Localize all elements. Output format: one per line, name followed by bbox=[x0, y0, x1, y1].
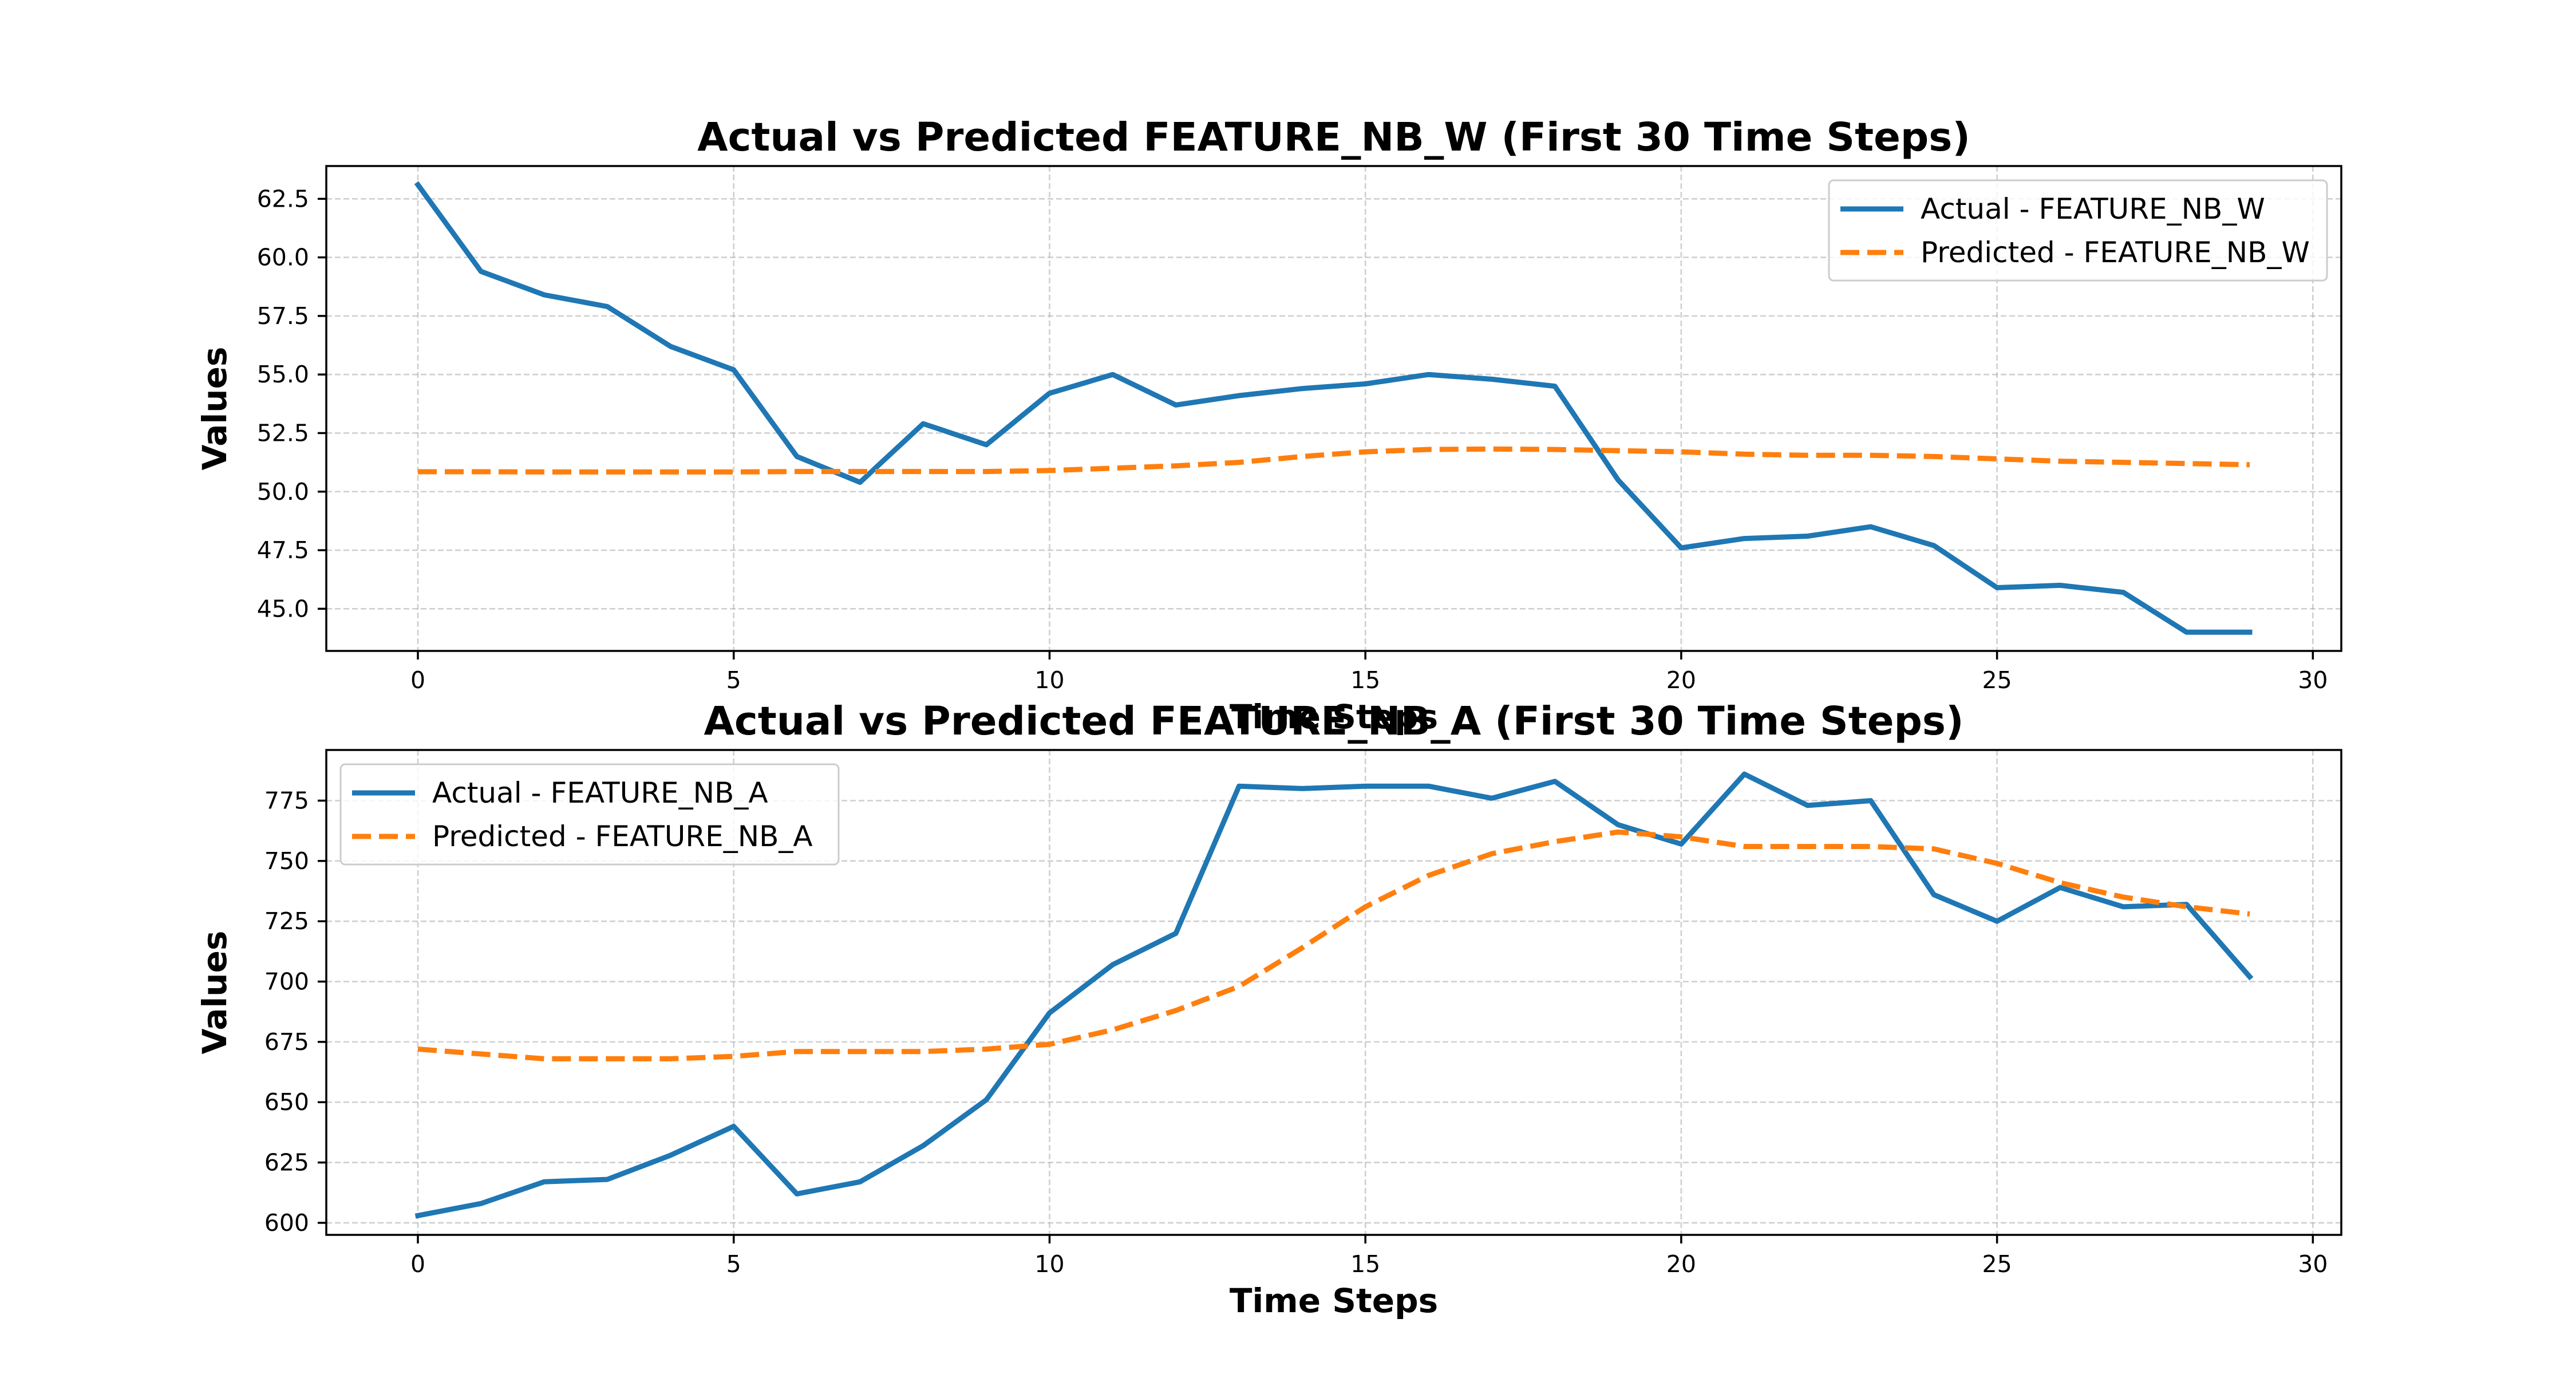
chart0-ytick-label-6: 60.0 bbox=[257, 244, 309, 271]
chart0-xtick-label-2: 10 bbox=[1034, 666, 1064, 694]
chart0-ytick-label-5: 57.5 bbox=[257, 302, 309, 330]
chart1: 0 5 10 15 20 25 30 600 625 650 675 700 725 750 775 Actu… bbox=[195, 698, 2342, 1320]
chart1-series-0-line bbox=[414, 771, 2254, 1219]
chart0-xtick-label-5: 25 bbox=[1982, 666, 2012, 694]
chart0-series-1-line bbox=[418, 446, 2250, 475]
chart0-legend-frame bbox=[1828, 179, 2328, 282]
chart0-ytick-label-0: 45.0 bbox=[257, 595, 309, 622]
chart1-xtick-label-4: 20 bbox=[1666, 1250, 1696, 1278]
chart1-title: Actual vs Predicted FEATURE_NB_A (First … bbox=[704, 698, 1963, 744]
chart0-title: Actual vs Predicted FEATURE_NB_W (First … bbox=[697, 114, 1970, 160]
chart0: 0 5 10 15 20 25 30 45.0 47.5 50.0 52.5 55.0 57.5 60.0… bbox=[195, 114, 2342, 736]
chart0-legend-label-1: Predicted - FEATURE_NB_W bbox=[1921, 236, 2310, 269]
chart1-ytick-label-1: 625 bbox=[264, 1149, 309, 1176]
chart0-legend-label-0: Actual - FEATURE_NB_W bbox=[1921, 192, 2265, 226]
chart1-series-1-line bbox=[417, 829, 2250, 1061]
chart1-xtick-label-2: 10 bbox=[1034, 1250, 1064, 1278]
chart0-xlabel: Time Steps bbox=[1230, 697, 1438, 736]
chart0-ytick-label-4: 55.0 bbox=[257, 361, 309, 388]
chart1-ytick-label-2: 650 bbox=[264, 1088, 309, 1116]
chart1-xtick-label-5: 25 bbox=[1982, 1250, 2012, 1278]
chart1-ytick-label-5: 725 bbox=[264, 907, 309, 935]
chart1-xtick-label-3: 15 bbox=[1350, 1250, 1380, 1278]
chart1-xlabel: Time Steps bbox=[1230, 1281, 1438, 1320]
chart0-ytick-label-1: 47.5 bbox=[257, 536, 309, 564]
chart0-ytick-label-2: 50.0 bbox=[257, 478, 309, 506]
chart1-legend-label-1: Predicted - FEATURE_NB_A bbox=[432, 820, 813, 853]
chart0-ytick-label-7: 62.5 bbox=[257, 185, 309, 212]
chart1-legend: Actual - FEATURE_NB_A Predicted - FEATURE… bbox=[339, 763, 840, 866]
chart1-ytick-label-0: 600 bbox=[264, 1209, 309, 1237]
chart0-axes-frame bbox=[325, 165, 2342, 652]
chart0-ylabel: Values bbox=[195, 347, 234, 471]
chart1-legend-frame bbox=[339, 763, 840, 866]
chart1-ytick-label-4: 700 bbox=[264, 968, 309, 996]
chart0-xtick-label-6: 30 bbox=[2298, 666, 2328, 694]
chart0-xtick-label-1: 5 bbox=[726, 666, 741, 694]
chart1-legend-label-0: Actual - FEATURE_NB_A bbox=[432, 776, 768, 810]
chart0-series-0-line bbox=[414, 181, 2253, 635]
chart1-xtick-label-1: 5 bbox=[726, 1250, 741, 1278]
chart0-xtick-label-3: 15 bbox=[1350, 666, 1380, 694]
chart1-ylabel: Values bbox=[195, 931, 234, 1055]
chart1-xtick-label-6: 30 bbox=[2298, 1250, 2328, 1278]
chart1-ytick-label-3: 675 bbox=[264, 1028, 309, 1056]
chart1-ytick-label-6: 750 bbox=[264, 847, 309, 875]
chart1-axes-frame bbox=[325, 749, 2342, 1236]
chart1-xtick-label-0: 0 bbox=[410, 1250, 425, 1278]
chart0-xtick-label-4: 20 bbox=[1666, 666, 1696, 694]
chart0-xtick-label-0: 0 bbox=[410, 666, 425, 694]
chart0-legend: Actual - FEATURE_NB_W Predicted - FEATURE… bbox=[1828, 179, 2328, 282]
chart1-ytick-label-7: 775 bbox=[264, 787, 309, 814]
chart0-ytick-label-3: 52.5 bbox=[257, 419, 309, 447]
